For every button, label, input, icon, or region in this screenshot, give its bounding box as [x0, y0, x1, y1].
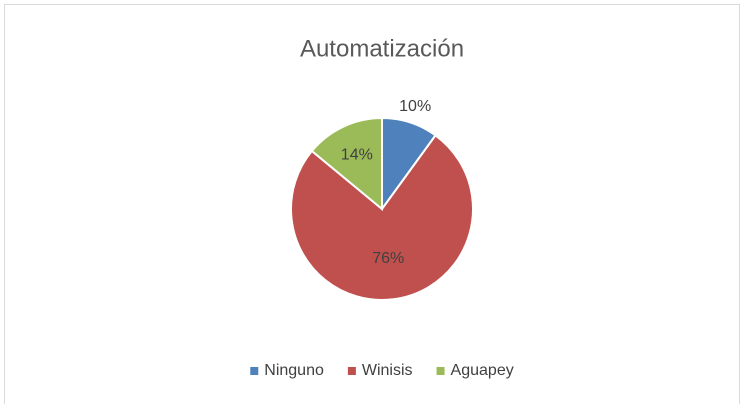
legend-swatch: [436, 367, 445, 375]
data-label: 10%: [399, 98, 431, 115]
legend-label: Ninguno: [264, 362, 324, 379]
pie-slice: [310, 116, 383, 212]
chart-title: Automatización: [300, 35, 464, 62]
legend-label: Winisis: [362, 362, 413, 379]
legend-swatch: [250, 367, 259, 375]
data-label: 76%: [372, 250, 404, 267]
data-label: 14%: [341, 147, 373, 164]
legend-label: Aguapey: [451, 362, 514, 379]
pie-slice: [290, 133, 474, 301]
legend-swatch: [347, 367, 356, 375]
